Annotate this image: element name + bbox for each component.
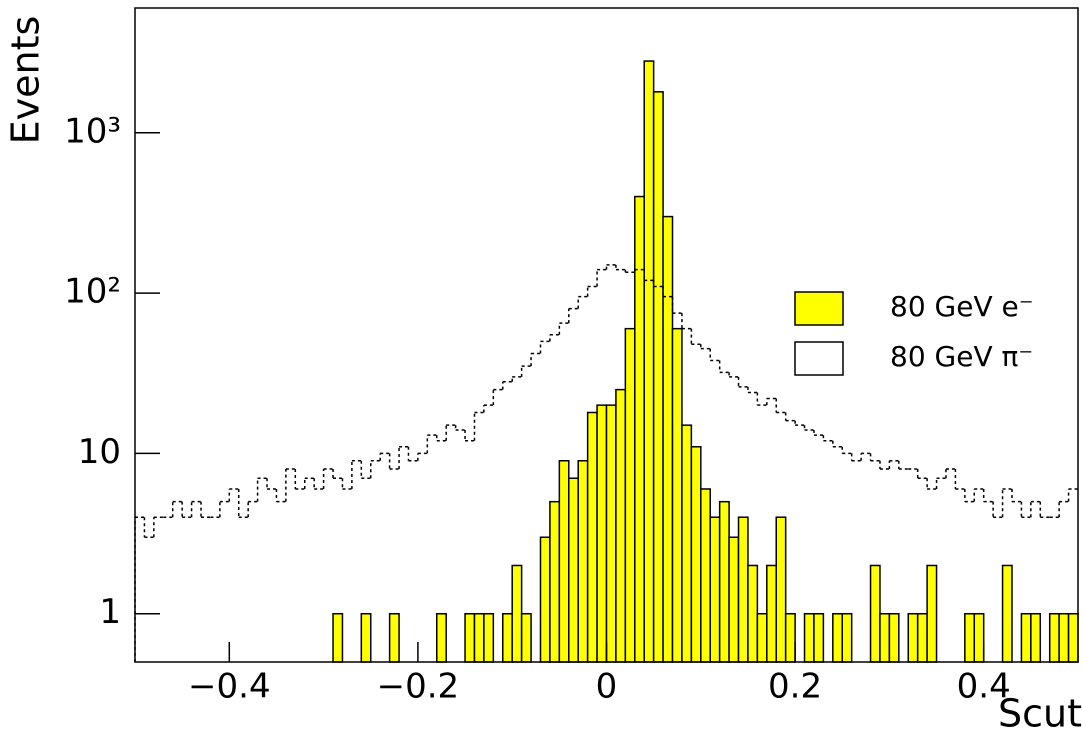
bar xyxy=(756,612,768,663)
bar xyxy=(586,411,598,663)
bar xyxy=(568,477,579,663)
bar xyxy=(502,612,513,663)
bar xyxy=(1067,612,1079,663)
bar xyxy=(784,612,796,663)
y-tick-label: 10³ xyxy=(64,111,121,151)
bar xyxy=(1048,612,1060,663)
bar xyxy=(728,536,740,663)
bar xyxy=(577,459,589,663)
bar xyxy=(634,195,645,663)
bar xyxy=(605,404,617,663)
bar xyxy=(1001,564,1013,663)
bar xyxy=(473,612,485,663)
bar xyxy=(1058,612,1070,663)
x-tick-label: 0.4 xyxy=(957,667,1011,707)
bar xyxy=(690,446,702,663)
bar xyxy=(483,612,495,663)
bar xyxy=(964,612,976,663)
bar xyxy=(681,424,693,663)
bar xyxy=(464,612,476,663)
bar xyxy=(888,612,900,663)
bar xyxy=(869,564,881,663)
bar xyxy=(652,91,664,663)
bar xyxy=(360,612,372,663)
bar xyxy=(766,564,777,663)
bar xyxy=(643,60,655,663)
bar xyxy=(624,327,636,663)
bar xyxy=(388,612,400,663)
bar xyxy=(436,612,447,663)
bar xyxy=(1020,612,1032,663)
x-tick-label: 0.2 xyxy=(768,667,822,707)
x-tick-label: −0.4 xyxy=(188,667,271,707)
bar xyxy=(700,488,711,663)
bar xyxy=(615,388,627,663)
y-axis-label: Events xyxy=(4,16,48,145)
bar xyxy=(916,612,928,663)
bar xyxy=(803,612,815,663)
bar xyxy=(841,612,853,663)
x-tick-label: −0.2 xyxy=(377,667,460,707)
bar xyxy=(879,612,891,663)
y-tick-label: 10 xyxy=(78,432,121,472)
legend-label: 80 GeV π⁻ xyxy=(890,340,1033,373)
bar xyxy=(662,215,674,663)
bar xyxy=(539,536,551,663)
bar xyxy=(832,612,844,663)
bar xyxy=(332,612,344,663)
bar xyxy=(747,564,759,663)
bar xyxy=(775,516,787,663)
bar xyxy=(709,516,721,663)
legend-swatch xyxy=(794,291,844,326)
bar xyxy=(737,516,749,663)
x-tick-label: 0 xyxy=(596,667,618,707)
x-axis-label: Scut xyxy=(998,692,1082,736)
y-tick-label: 1 xyxy=(99,592,121,632)
bar xyxy=(558,459,570,663)
legend-label: 80 GeV e⁻ xyxy=(890,290,1034,323)
bar xyxy=(907,612,919,663)
bar xyxy=(549,500,561,663)
bar xyxy=(1030,612,1042,663)
bar xyxy=(813,612,825,663)
bar xyxy=(926,564,938,663)
bar xyxy=(511,564,523,663)
bar xyxy=(520,612,532,663)
y-tick-label: 10² xyxy=(64,272,121,312)
bar xyxy=(671,327,683,663)
legend-swatch xyxy=(794,341,844,376)
bar xyxy=(718,500,730,663)
bar xyxy=(973,612,985,663)
bar xyxy=(596,404,608,663)
